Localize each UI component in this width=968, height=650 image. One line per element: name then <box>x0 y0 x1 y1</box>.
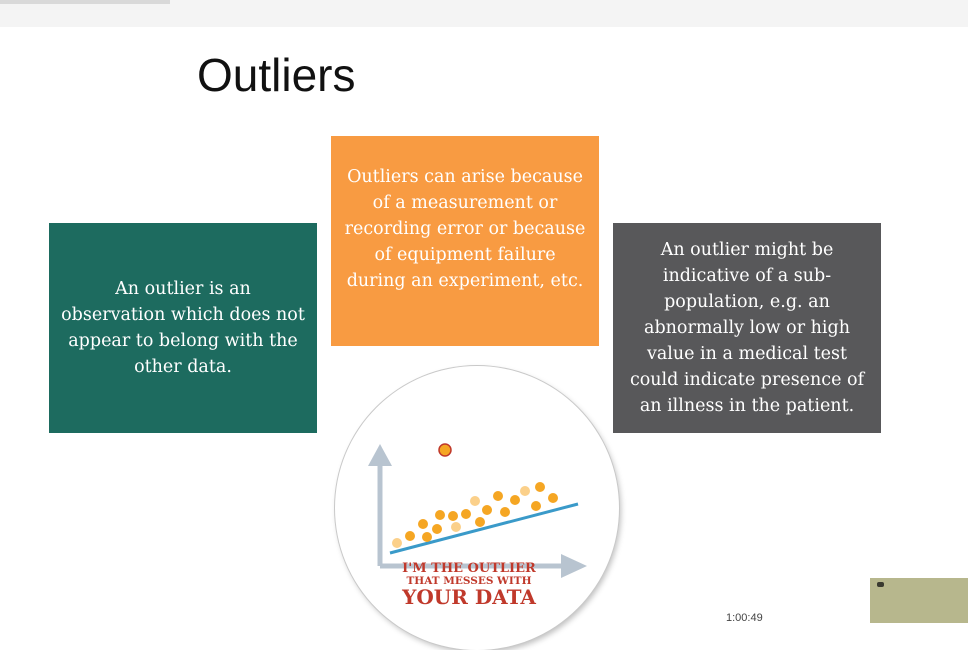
webcam-detail <box>877 582 884 587</box>
causes-box: Outliers can arise because of a measurem… <box>331 136 599 346</box>
time-readout: 1:00:49 <box>726 612 763 624</box>
x-axis-arrowhead <box>561 554 587 578</box>
definition-box: An outlier is an observation which does … <box>49 223 317 433</box>
outlier-point <box>438 443 452 457</box>
outlier-illustration: I'M THE OUTLIER THAT MESSES WITH YOUR DA… <box>335 366 619 650</box>
definition-text: An outlier is an observation which does … <box>61 279 305 377</box>
caption-line-3: YOUR DATA <box>401 585 536 609</box>
causes-text: Outliers can arise because of a measurem… <box>344 167 586 291</box>
y-axis-arrowhead <box>368 444 392 466</box>
outlier-graphic: I'M THE OUTLIER THAT MESSES WITH YOUR DA… <box>368 443 587 609</box>
data-points <box>392 482 558 548</box>
webcam-overlay <box>870 578 968 623</box>
significance-box: An outlier might be indicative of a sub-… <box>613 223 881 433</box>
top-bar <box>0 0 968 27</box>
caption-line-1: I'M THE OUTLIER <box>402 561 536 576</box>
significance-text: An outlier might be indicative of a sub-… <box>629 240 865 416</box>
slide-title: Outliers <box>197 49 356 101</box>
top-tab-indicator <box>0 0 170 4</box>
trend-line <box>389 502 579 555</box>
caption-line-2: THAT MESSES WITH <box>406 575 531 587</box>
